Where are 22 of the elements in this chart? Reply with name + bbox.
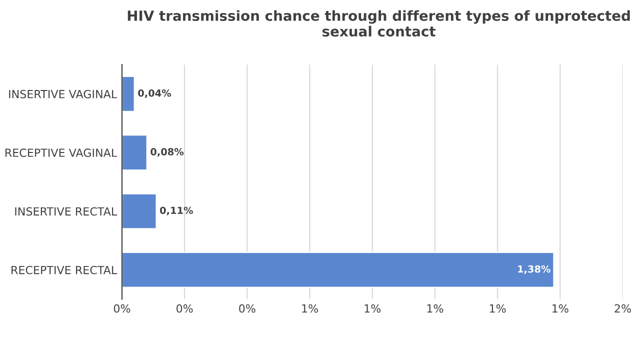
x-tick-label: 0% — [176, 304, 193, 313]
bar — [122, 76, 136, 112]
y-tick-label: RECEPTIVE RECTAL — [12, 266, 118, 274]
x-tick-label: 1% — [552, 304, 568, 313]
x-tick-label: 1% — [427, 304, 444, 313]
bar — [122, 134, 148, 171]
data-label: 1,38% — [518, 265, 550, 274]
bar — [122, 252, 555, 288]
x-tick-label: 0% — [239, 304, 256, 313]
bar — [122, 192, 158, 230]
data-label: 0,08% — [150, 148, 184, 157]
y-tick-label: INSERTIVE VAGINAL — [9, 90, 118, 98]
x-tick-label: 1% — [364, 304, 381, 313]
x-tick-label: 0% — [114, 304, 130, 313]
x-tick-label: 2% — [614, 304, 631, 313]
x-tick-label: 1% — [302, 304, 318, 313]
chart-title: HIV transmission chance through different types of unprotected sexual contact — [128, 10, 630, 37]
y-tick-label: RECEPTIVE VAGINAL — [5, 148, 118, 157]
data-label: 0,04% — [138, 89, 172, 98]
y-tick-label: INSERTIVE RECTAL — [15, 207, 118, 216]
x-tick-label: 1% — [490, 304, 506, 313]
data-label: 0,11% — [160, 206, 193, 216]
